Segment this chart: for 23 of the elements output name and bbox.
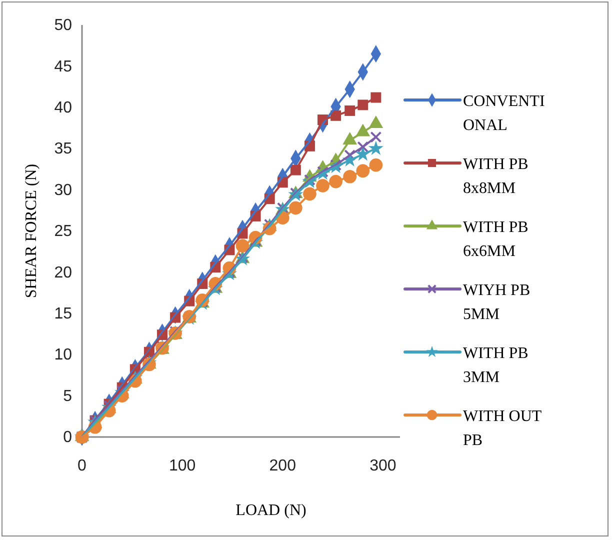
legend-label: WITH OUT PB — [463, 408, 542, 449]
legend-label: CONVENTIONAL — [463, 93, 545, 134]
y-tick-label: 5 — [63, 388, 72, 405]
y-tick-label: 45 — [54, 58, 72, 76]
x-tick-label: 200 — [269, 457, 296, 474]
x-tick-label: 0 — [78, 457, 87, 474]
y-tick-label: 25 — [54, 223, 72, 240]
legend-label: WIYH PB 5MM — [463, 282, 530, 323]
x-tick-label: 300 — [370, 457, 396, 474]
y-tick-label: 20 — [54, 264, 72, 282]
y-tick-label: 35 — [54, 140, 72, 158]
y-tick-label: 50 — [54, 17, 72, 34]
y-axis-title: SHEAR FORCE (N) — [23, 164, 40, 298]
legend-label: WITH PB 6x6MM — [463, 219, 528, 260]
x-axis-title: LOAD (N) — [236, 502, 306, 519]
y-tick-label: 40 — [54, 100, 72, 117]
legend-label: WITH PB 8x8MM — [463, 156, 528, 197]
y-tick-label: 0 — [63, 429, 72, 446]
y-tick-label: 10 — [54, 346, 72, 364]
legend-label: WITH PB 3MM — [463, 345, 528, 386]
y-tick-label: 15 — [54, 306, 72, 323]
y-tick-label: 30 — [54, 182, 72, 199]
x-tick-label: 100 — [168, 457, 196, 474]
